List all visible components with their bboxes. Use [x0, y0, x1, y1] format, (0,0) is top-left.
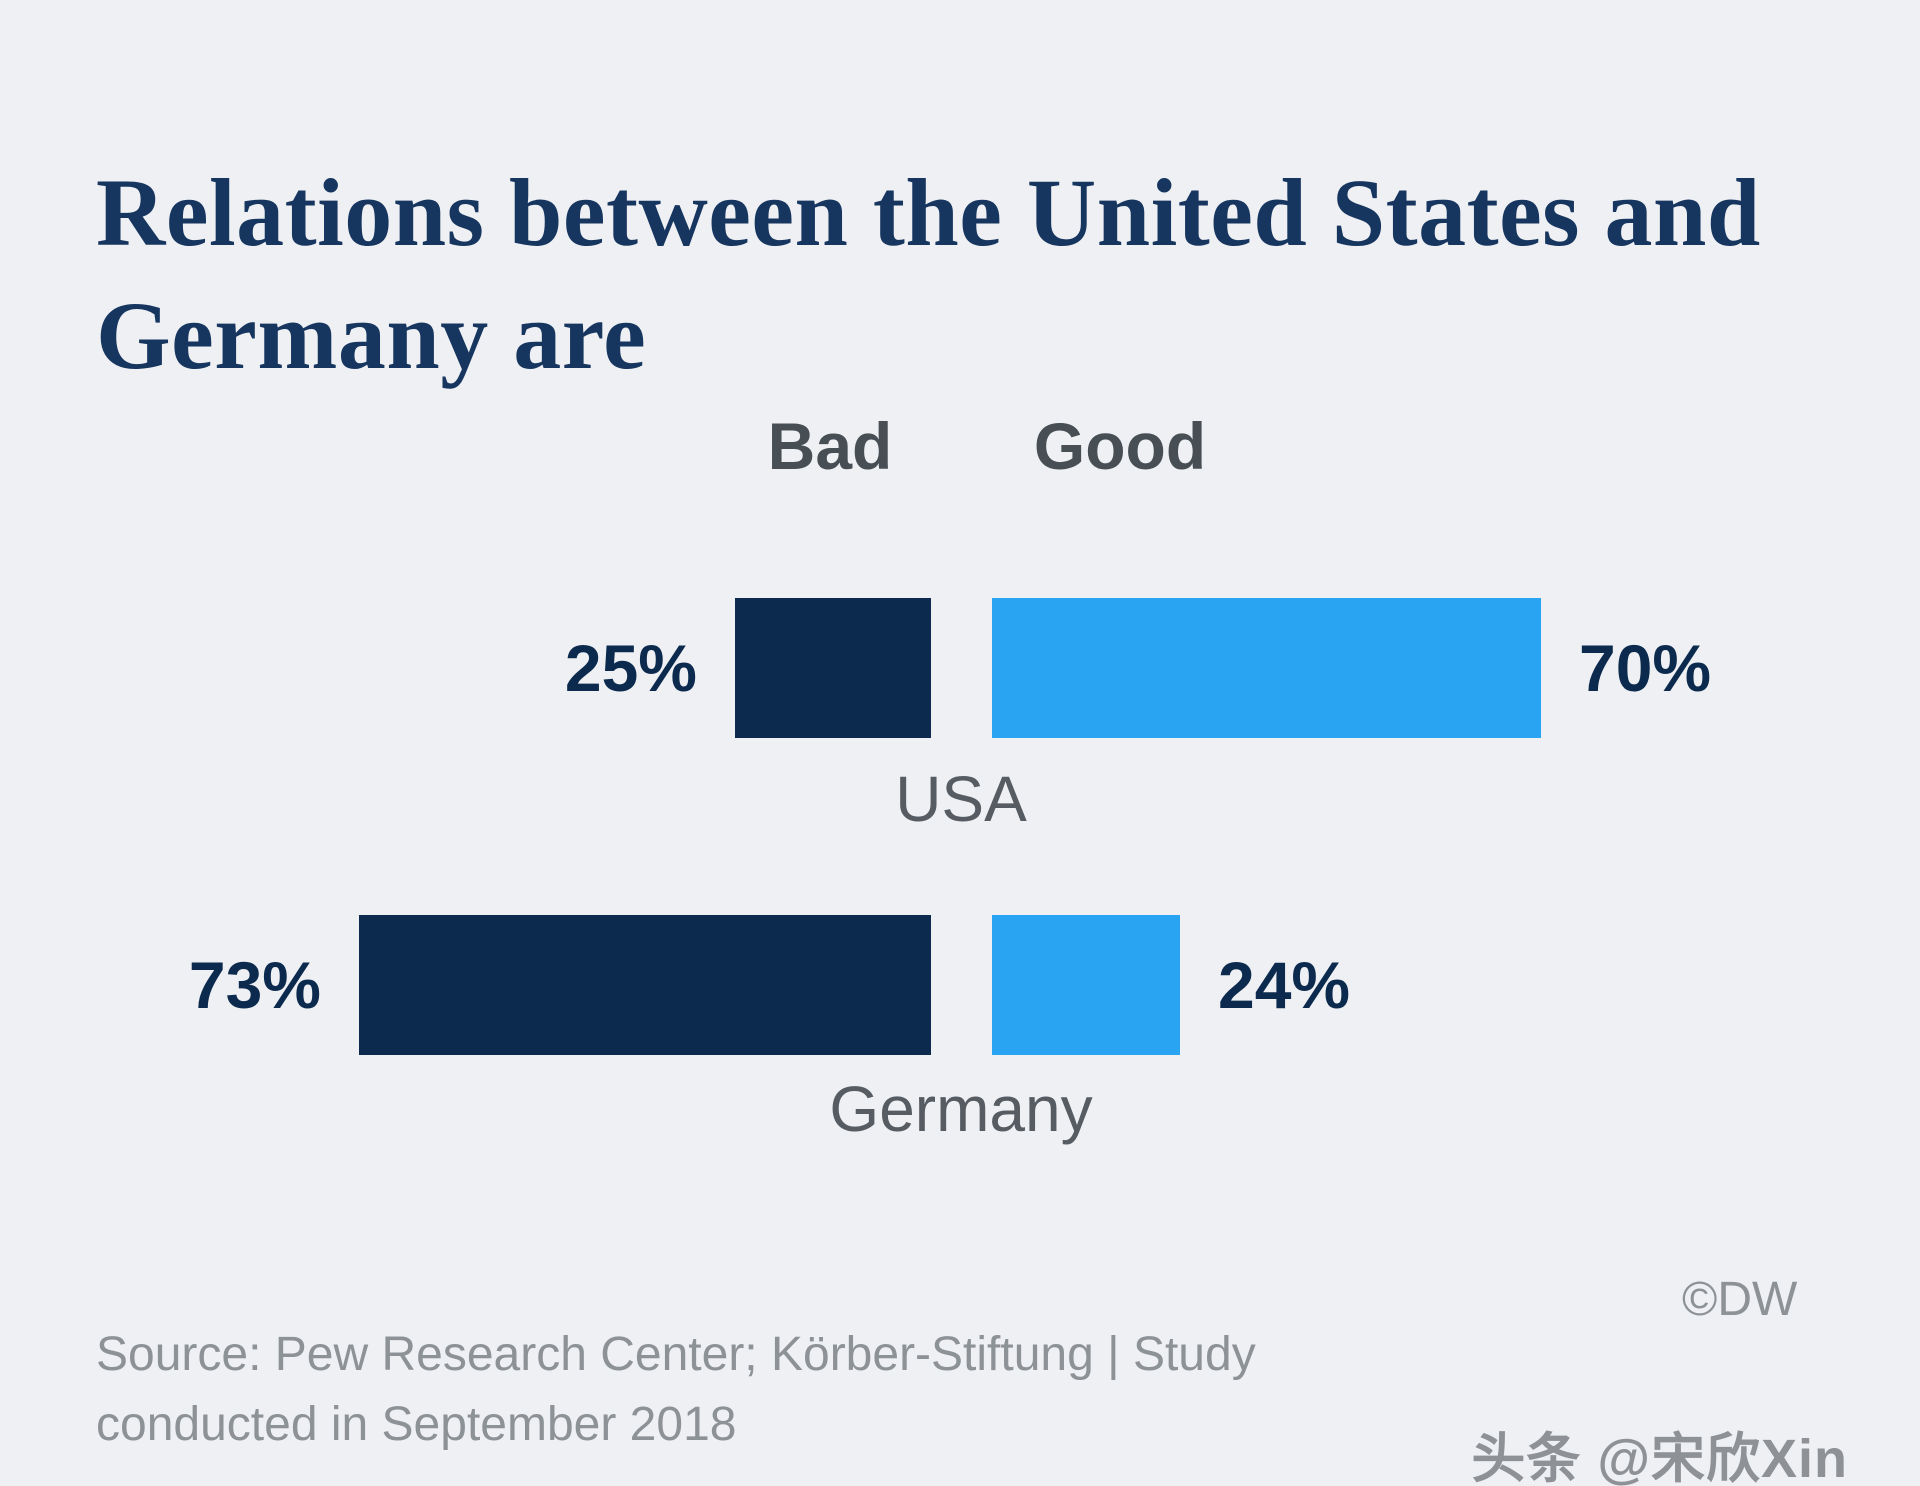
- usa-good-bar: [992, 598, 1541, 738]
- usa-good-value-label: 70%: [1579, 631, 1712, 705]
- germany-bad-group: 73%: [189, 915, 931, 1055]
- usa-good-group: 70%: [992, 598, 1711, 738]
- chart-title: Relations between the United States and …: [96, 159, 1761, 390]
- germany-bad-bar: [359, 915, 931, 1055]
- category-label-usa: USA: [895, 763, 1027, 835]
- usa-bad-value-label: 25%: [564, 631, 697, 705]
- usa-bad-bar: [735, 598, 931, 738]
- dw-copyright: ©DW: [1682, 1273, 1798, 1326]
- germany-good-value-label: 24%: [1218, 948, 1351, 1022]
- legend-good-label: Good: [1033, 409, 1207, 483]
- germany-bad-value-label: 73%: [188, 948, 321, 1022]
- usa-bad-group: 25%: [565, 598, 931, 738]
- source-attribution: Source: Pew Research Center; Körber-Stif…: [96, 1328, 1256, 1451]
- legend-bad-label: Bad: [767, 409, 893, 483]
- germany-good-bar: [992, 915, 1180, 1055]
- germany-good-group: 24%: [992, 915, 1350, 1055]
- category-label-germany: Germany: [829, 1073, 1093, 1145]
- toutiao-watermark: 头条 @宋欣Xin: [1471, 1429, 1848, 1486]
